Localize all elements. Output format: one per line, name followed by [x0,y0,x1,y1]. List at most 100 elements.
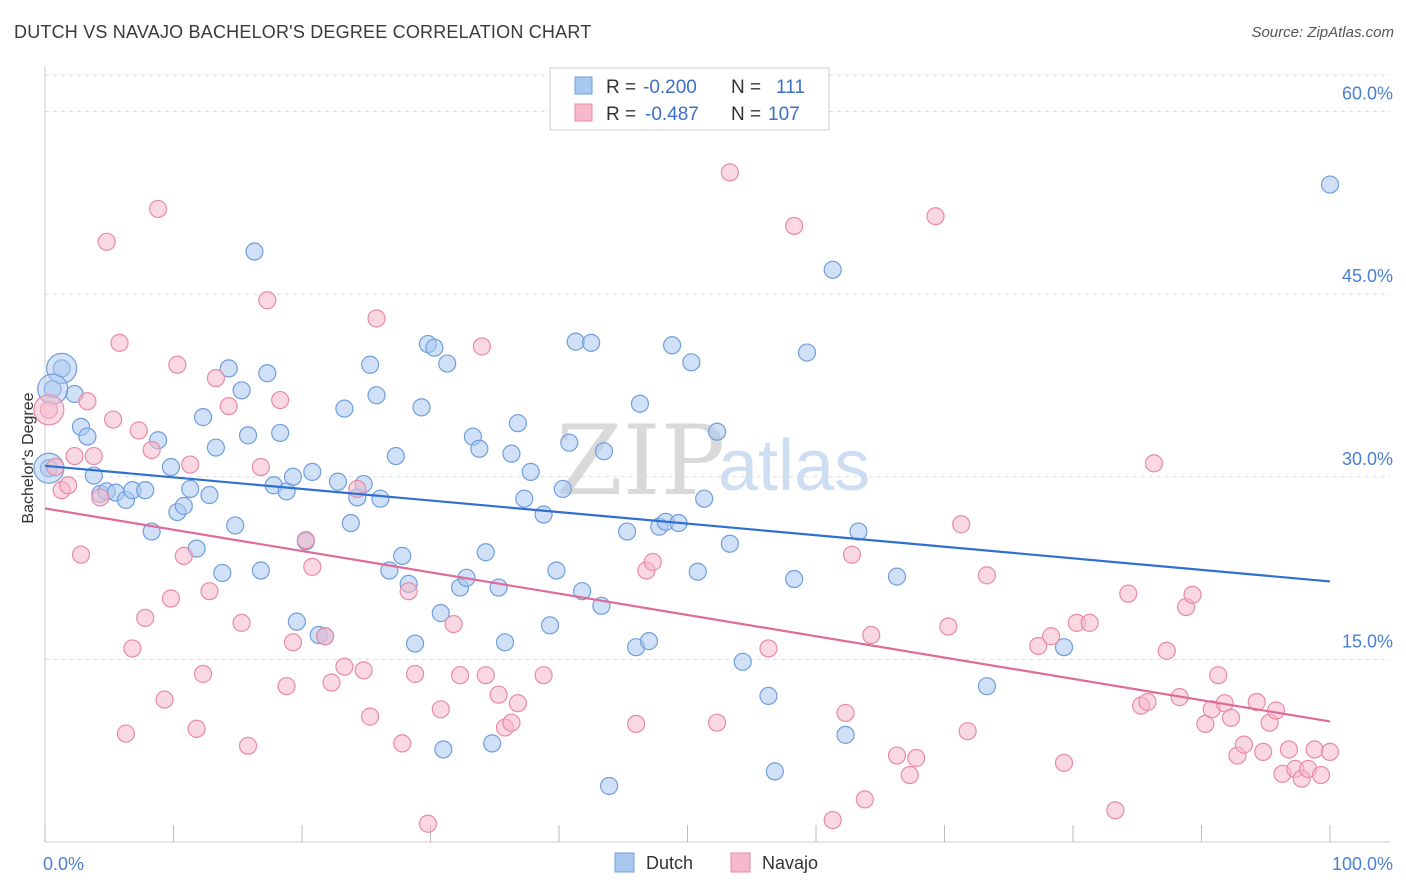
navajo-point [502,713,521,732]
watermark-atlas: atlas [718,426,870,506]
navajo-point [206,369,226,388]
trend-lines [44,464,1331,723]
dutch-point [335,399,354,418]
navajo-point [65,446,84,466]
navajo-point [129,421,148,440]
navajo-point [418,814,438,833]
navajo-point [251,457,270,477]
bottom-legend-navajo: Navajo [762,853,818,873]
dutch-point [161,457,181,477]
dutch-point [258,364,277,383]
navajo-point [303,557,322,576]
navajo-point [59,476,78,495]
dutch-point [367,386,386,405]
dutch-point [470,439,489,458]
dutch-point [720,534,740,553]
navajo-point-large [33,394,65,426]
navajo-point [1080,613,1099,632]
dutch-point [639,632,659,651]
dutch-point [251,561,270,580]
navajo-point [123,639,142,658]
navajo-point [232,613,251,632]
navajo-point [219,397,238,416]
dutch-point [431,604,450,623]
legend-swatch-navajo [574,103,593,122]
navajo-point [842,545,862,564]
navajo-point [431,700,450,719]
navajo-point [1157,641,1176,660]
dutch-point [386,446,405,466]
dutch-point [206,438,226,457]
navajo-point [862,625,881,645]
legend-r-value-1: -0.200 [643,77,697,98]
legend-r-label-2: R = [606,104,636,125]
navajo-point [78,392,97,411]
dutch-point [136,481,155,500]
navajo-point [142,440,161,460]
navajo-point [1144,454,1164,473]
navajo-point [900,765,919,785]
dutch-point [502,444,521,463]
dutch-point [193,408,213,427]
dutch-point [887,567,907,586]
dutch-point [508,414,527,433]
dutch-point [174,496,193,516]
dutch-point [733,652,752,671]
legend-r-value-2: -0.487 [645,104,699,125]
dutch-point [213,563,232,583]
bottom-legend-dutch: Dutch [646,853,693,873]
navajo-point [116,724,136,743]
navajo-point [1042,627,1061,646]
navajo-point [296,530,315,550]
dutch-point [361,355,380,374]
navajo-point [1183,585,1202,604]
navajo-point [155,690,174,709]
navajo-point [1305,740,1324,759]
navajo-point [643,552,662,572]
navajo-point [187,719,206,738]
dutch-point [226,516,245,535]
dutch-point [287,612,306,631]
navajo-point [939,617,958,636]
y-tick-label: 15.0% [1342,631,1393,651]
navajo-point [193,664,213,684]
dutch-point [553,479,572,499]
navajo-point [148,199,168,219]
navajo-point [405,664,425,684]
dutch-point [238,426,258,445]
dutch-point [785,569,804,589]
navajo-point [335,657,354,676]
navajo-point [181,455,200,474]
navajo-point [367,309,386,328]
navajo-point [707,713,727,732]
navajo-point [958,722,977,741]
dutch-point [582,333,601,352]
navajo-point [472,337,491,356]
dutch-point [1320,175,1340,194]
navajo-point [136,608,155,628]
dutch-point [618,522,637,541]
navajo-point [91,488,110,507]
dutch-point [707,422,727,441]
navajo-point [361,707,380,726]
dutch-point [371,489,390,508]
navajo-point [104,410,123,429]
dutch-point [434,740,453,759]
navajo-point [316,627,335,646]
navajo-point [836,703,855,723]
navajo-point [1279,740,1298,759]
bottom-legend-swatch-dutch [614,852,635,873]
navajo-point [354,661,373,680]
dutch-point [245,242,264,261]
dutch-point [341,513,360,533]
navajo-point [785,216,804,236]
navajo-point [855,790,874,809]
navajo-point [1221,708,1241,727]
navajo-points [33,163,1340,833]
navajo-point [489,685,508,704]
dutch-point [303,462,322,481]
navajo-point [283,633,303,652]
navajo-point [1320,742,1340,762]
navajo-point [168,355,187,374]
